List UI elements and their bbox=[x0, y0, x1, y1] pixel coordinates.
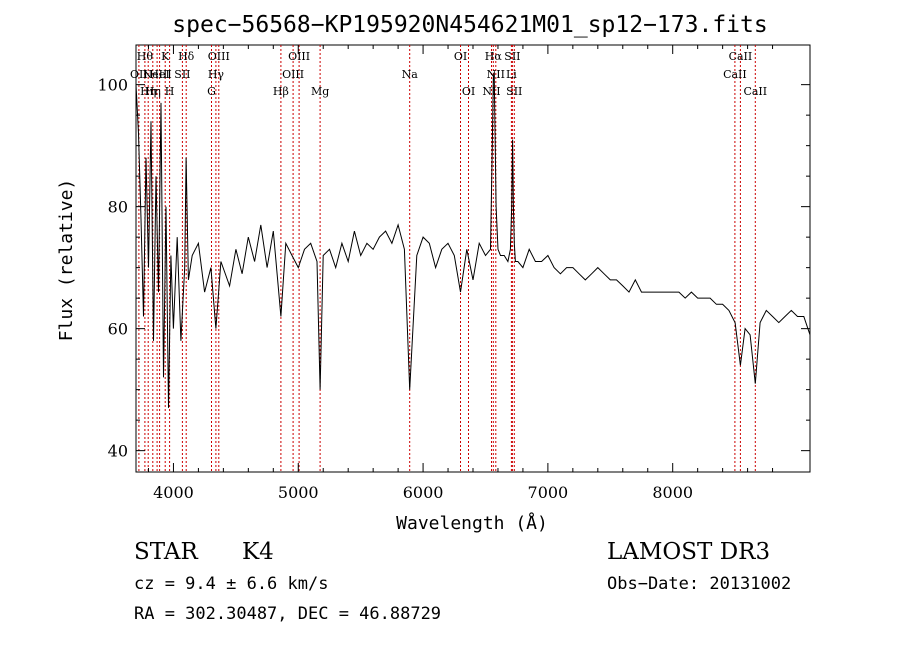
line-marker-label: H bbox=[165, 85, 175, 98]
object-class: STAR bbox=[134, 539, 198, 565]
object-subclass: K4 bbox=[242, 539, 274, 565]
line-marker-label: Hα bbox=[485, 50, 503, 63]
line-marker-label: SII bbox=[174, 68, 190, 81]
plot-frame bbox=[135, 44, 811, 473]
line-marker-label: Na bbox=[402, 68, 419, 81]
line-marker-label: NII bbox=[487, 68, 505, 81]
survey-name: LAMOST DR3 bbox=[607, 539, 771, 565]
line-marker-label: HeI bbox=[149, 68, 169, 81]
x-tick-label: 5000 bbox=[278, 483, 319, 502]
line-marker-label: OII bbox=[130, 68, 148, 81]
x-axis-label: Wavelength (Å) bbox=[396, 512, 548, 534]
line-marker-label: SII bbox=[504, 50, 520, 63]
line-marker-label: K bbox=[161, 50, 170, 63]
line-marker-label: Hη bbox=[140, 85, 156, 98]
y-tick-label: 100 bbox=[97, 76, 128, 95]
y-axis-label: Flux (relative) bbox=[56, 179, 77, 342]
line-marker-label: CaII bbox=[743, 85, 767, 98]
line-marker-label: Hη bbox=[145, 85, 161, 98]
spectrum-line bbox=[135, 72, 811, 408]
line-marker-label: CaII bbox=[729, 50, 753, 63]
line-marker-lines bbox=[138, 45, 756, 472]
line-marker-label: Hγ bbox=[208, 68, 225, 81]
x-tick-label: 4000 bbox=[153, 483, 194, 502]
line-marker-label: G bbox=[207, 85, 216, 98]
line-marker-label: OI bbox=[462, 85, 475, 98]
y-tick-label: 60 bbox=[108, 320, 128, 339]
x-tick-label: 7000 bbox=[528, 483, 569, 502]
line-marker-label: CaII bbox=[723, 68, 747, 81]
line-marker-label: Li bbox=[506, 68, 517, 81]
line-marker-label: OIII bbox=[208, 50, 230, 63]
line-marker-label: NII bbox=[482, 85, 500, 98]
y-tick-label: 80 bbox=[108, 198, 128, 217]
line-marker-label: OIII bbox=[282, 68, 304, 81]
y-axis-ticks: 40 60 80 100 bbox=[97, 76, 810, 461]
x-axis-ticks: 4000 5000 6000 7000 8000 bbox=[147, 45, 774, 502]
x-tick-label: 6000 bbox=[403, 483, 444, 502]
chart-title: spec−56568−KP195920N454621M01_sp12−173.f… bbox=[172, 12, 767, 38]
line-marker-label: Hδ bbox=[178, 50, 195, 63]
line-marker-label: OIII bbox=[288, 50, 310, 63]
x-tick-label: 8000 bbox=[652, 483, 693, 502]
ra-dec: RA = 302.30487, DEC = 46.88729 bbox=[134, 604, 442, 624]
line-marker-label: Hβ bbox=[273, 85, 289, 98]
observation-date: Obs−Date: 20131002 bbox=[607, 574, 792, 594]
line-marker-label: NeIII bbox=[143, 68, 172, 81]
y-tick-label: 40 bbox=[108, 442, 128, 461]
line-marker-label: OI bbox=[454, 50, 467, 63]
line-marker-label: Hθ bbox=[137, 50, 154, 63]
redshift-cz: cz = 9.4 ± 6.6 km/s bbox=[134, 574, 329, 594]
line-marker-label: SII bbox=[506, 85, 522, 98]
line-marker-label: Mg bbox=[311, 85, 329, 98]
